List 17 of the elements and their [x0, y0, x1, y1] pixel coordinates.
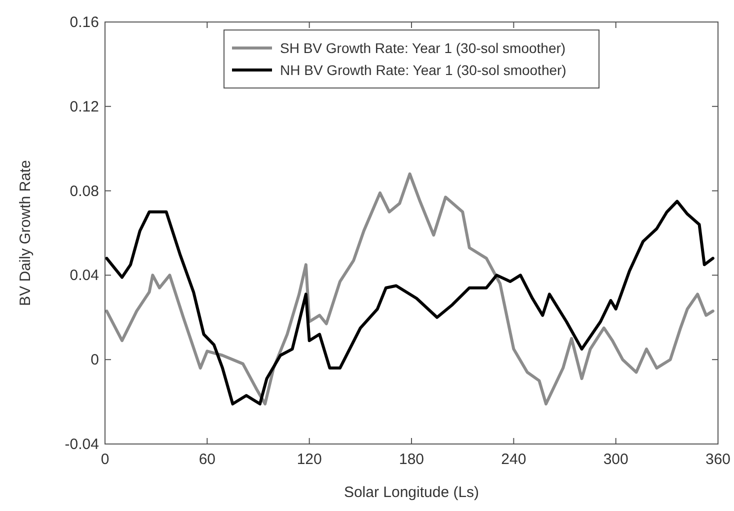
x-tick-label: 240	[501, 451, 526, 468]
x-tick-label: 60	[198, 451, 216, 468]
x-tick-label: 120	[296, 451, 322, 468]
x-tick-label: 300	[603, 451, 628, 468]
x-tick-label: 180	[398, 451, 424, 468]
x-axis-title: Solar Longitude (Ls)	[344, 484, 480, 501]
y-tick-label: 0.12	[70, 98, 99, 116]
y-tick-label: 0	[90, 352, 99, 369]
y-tick-label: 0.04	[70, 267, 99, 284]
y-tick-label: 0.16	[70, 14, 99, 31]
x-tick-label: 0	[100, 451, 110, 468]
legend-label: SH BV Growth Rate: Year 1 (30-sol smoother)	[280, 40, 566, 56]
y-tick-label: 0.08	[70, 182, 99, 200]
y-tick-label: -0.04	[64, 436, 99, 453]
y-axis-title: BV Daily Growth Rate	[17, 160, 34, 306]
x-tick-label: 360	[705, 451, 731, 468]
legend-label: NH BV Growth Rate: Year 1 (30-sol smoother)	[280, 62, 566, 78]
